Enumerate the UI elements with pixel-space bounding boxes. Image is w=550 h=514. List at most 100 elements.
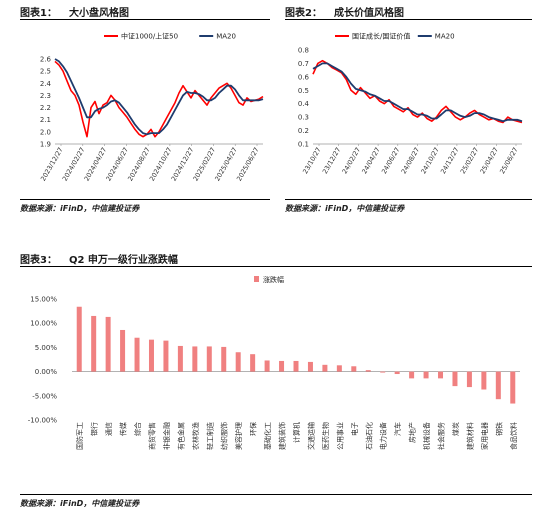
chart3-bar [177,345,183,372]
chart1-ytick-label: 2.6 [40,56,52,64]
chart3-category-label: 社会服务 [437,422,446,450]
chart3-bar [91,315,97,372]
figure1-source: 数据来源：iFinD，中信建投证券 [20,204,140,213]
chart3-category-label: 基础化工 [263,422,272,450]
figure2-label: 图表2： [285,8,322,19]
figure3-title: 图表3： Q2 申万一级行业涨跌幅 [20,251,178,266]
chart3-category-label: 电力设备 [379,422,388,450]
chart3-category-label: 商贸零售 [147,422,156,450]
chart3-category-label: 传媒 [119,422,128,436]
chart1-ytick-label: 2.3 [40,92,51,100]
figure2-source: 数据来源：iFinD，中信建投证券 [285,204,405,213]
figure2-title: 图表2： 成长价值风格图 [285,4,404,19]
chart2-xtick-label: 23/10/27 [301,146,323,175]
chart1-xtick-label: 2025/06/27 [235,146,261,182]
figure3-bottom-rule [20,494,532,495]
chart3-category-label: 电子 [350,422,359,436]
figure3-name: Q2 申万一级行业涨跌幅 [68,255,178,266]
chart3-category-label: 建筑装饰 [278,422,287,450]
chart1-series-line-ma20 [54,58,264,136]
chart3-bar [380,371,386,373]
chart3-bar [163,340,169,372]
chart3-category-label: 国防军工 [75,422,84,450]
chart2-xtick-label: 24/08/27 [400,146,422,175]
chart2-xtick-label: 25/02/27 [459,146,481,175]
chart3-bar [120,329,126,372]
chart3-bar [76,306,82,372]
chart3-category-label: 汽车 [393,422,402,436]
figure1-top-rule [20,19,270,20]
chart3-category-label: 计算机 [292,422,301,443]
chart3-category-label: 农林牧渔 [191,422,200,450]
figure1-label: 图表1： [20,8,57,19]
chart3-category-label: 家用电器 [480,422,489,450]
chart3-category-label: 综合 [133,422,142,436]
figure2-name: 成长价值风格图 [333,8,404,19]
chart3-bar [351,366,357,372]
chart3-category-label: 房地产 [408,422,417,443]
chart3-bar [250,354,256,372]
chart3-bar [409,371,415,379]
chart3-category-label: 交通运输 [306,422,315,450]
figure2-bottom-rule [285,199,532,200]
chart1-legend-label: 中证1000/上证50 [121,32,178,41]
chart2-xtick-label: 23/12/27 [321,146,343,175]
chart3-bar [105,316,111,372]
chart3-ytick-label: 10.00% [30,320,57,328]
figure3-top-rule [20,266,532,267]
figure1-title: 图表1： 大小盘风格图 [20,4,129,19]
chart1-ytick-label: 2.1 [40,116,51,124]
chart3-category-label: 非银金融 [162,422,171,450]
chart3-bar [423,371,429,379]
chart2-ytick-label: 0.7 [298,60,309,68]
chart2-xtick-label: 24/12/27 [439,146,461,175]
chart3-bar [279,360,285,372]
chart2-ytick-label: 0.4 [298,100,310,108]
chart1-ytick-label: 1.9 [40,141,51,149]
chart3-bar [307,361,313,372]
chart3-category-label: 公用事业 [335,422,344,450]
chart1-ytick-label: 2.4 [40,80,52,88]
chart3-bar [365,370,371,372]
chart1-legend-label: MA20 [216,33,236,41]
chart2-legend-label: 国证成长/国证价值 [352,32,410,41]
chart3-category-label: 建筑材料 [465,422,474,450]
chart3-category-label: 美容护理 [234,422,243,450]
chart3-bar [134,337,140,372]
chart2-ytick-label: 0.3 [298,114,309,122]
figure3-label: 图表3： [20,255,57,266]
chart1-ytick-label: 2.2 [40,104,51,112]
chart3-bar [438,371,444,379]
chart3-category-label: 石油石化 [364,422,373,450]
chart1-ytick-label: 2.0 [40,128,51,136]
chart3-bar [466,371,472,388]
chart3-legend-label: 涨跌幅 [263,275,284,284]
chart3-category-label: 医药生物 [321,422,330,450]
chart3-ytick-label: 5.00% [35,344,58,352]
chart3-ytick-label: 15.00% [30,296,57,304]
chart3-legend-swatch [254,276,259,282]
chart3-bar [293,360,299,372]
chart3-bar [495,371,501,400]
chart3-category-label: 通信 [104,422,113,436]
chart3-bar [481,371,487,390]
chart3-bar [148,339,154,372]
chart3-bar [235,352,241,372]
chart3-bar [206,346,212,372]
chart3-category-label: 环保 [249,422,258,436]
chart3-ytick-label: -10.00% [28,417,58,425]
chart3-category-label: 钢铁 [494,422,503,436]
chart2-ytick-label: 0.5 [298,87,309,95]
chart2-ytick-label: 0.1 [298,141,309,149]
chart3-category-label: 银行 [90,422,99,436]
chart2-ytick-label: 0.6 [298,73,310,81]
chart2-series-line-ma20 [312,62,523,123]
figure3-source: 数据来源：iFinD，中信建投证券 [20,499,140,508]
chart3-bar [336,365,342,372]
chart3-bar [192,346,198,372]
chart3-ytick-label: 0.00% [35,368,58,376]
chart3-category-label: 食品饮料 [509,422,518,450]
chart1-series-line-ratio [54,60,264,138]
chart3-bar [322,364,328,372]
